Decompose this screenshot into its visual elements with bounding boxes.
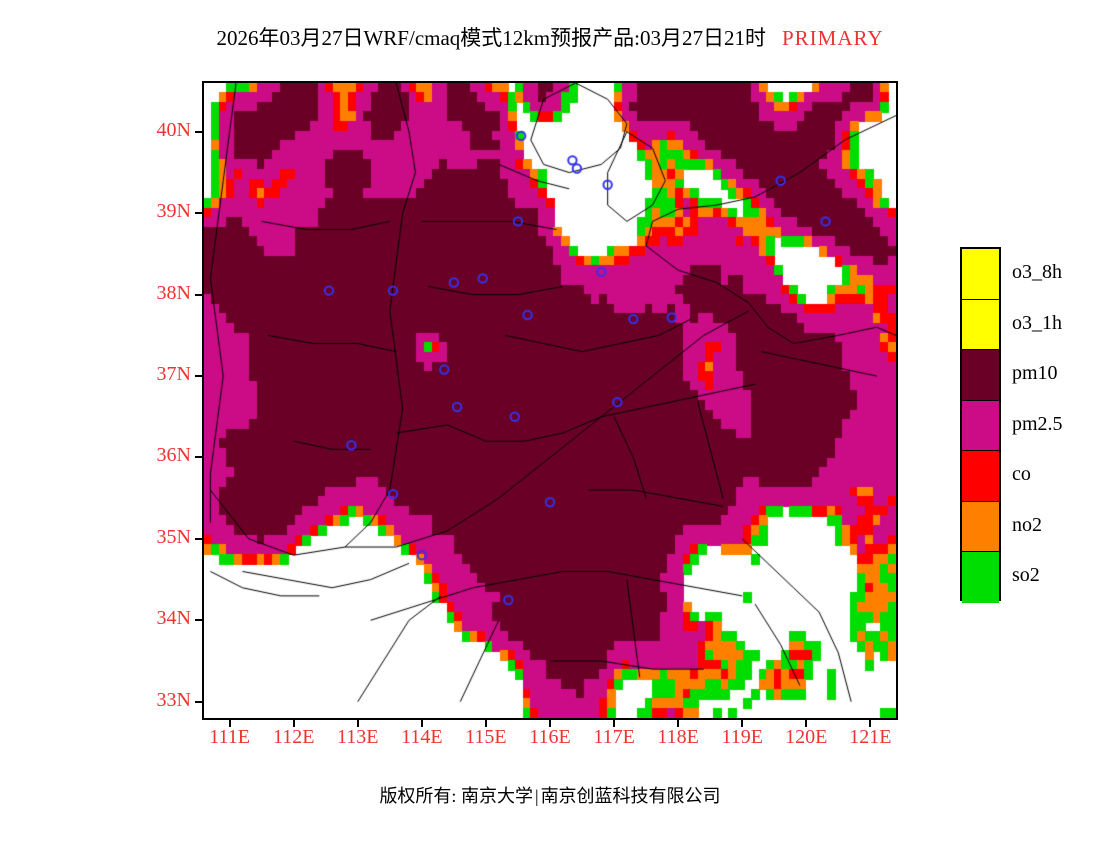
legend-swatch-no2 <box>962 501 999 553</box>
x-axis-tick <box>613 720 616 727</box>
x-axis-tick-label: 114E <box>401 726 443 748</box>
map-plot-area[interactable] <box>202 81 898 720</box>
x-axis-tick-label: 112E <box>272 726 315 748</box>
forecast-heatmap-canvas[interactable] <box>204 83 896 718</box>
y-axis-tick-label: 34N <box>156 607 191 630</box>
legend-label-pm2-5: pm2.5 <box>1012 412 1063 435</box>
y-axis-tick-label: 36N <box>156 444 191 467</box>
legend: o3_8h o3_1h pm10 pm2.5 co no2 so2 <box>960 247 1080 603</box>
legend-label-o3-1h: o3_1h <box>1012 311 1062 334</box>
x-axis-tick <box>549 720 551 727</box>
page-title: 2026年03月27日WRF/cmaq模式12km预报产品:03月27日21时 P… <box>0 22 1100 52</box>
x-axis-tick-label: 119E <box>721 726 763 748</box>
y-axis-tick <box>195 456 202 459</box>
legend-label-pm10: pm10 <box>1012 362 1058 385</box>
x-axis-tick-label: 120E <box>785 726 828 748</box>
y-axis-tick-label: 40N <box>156 118 191 141</box>
footer-separator: | <box>534 786 539 806</box>
x-axis-tick-label: 111E <box>209 726 250 748</box>
y-axis-tick <box>195 293 202 296</box>
legend-swatch-pm10 <box>962 350 999 401</box>
x-axis-tick <box>356 720 359 727</box>
legend-swatch-o3-8h <box>962 249 999 300</box>
y-axis-tick-label: 35N <box>156 525 191 548</box>
y-axis-tick-label: 33N <box>156 688 191 711</box>
x-axis-tick <box>420 720 423 727</box>
y-axis-tick-label: 37N <box>156 363 191 386</box>
x-axis-tick <box>741 720 744 727</box>
legend-label-o3-8h: o3_8h <box>1012 261 1062 283</box>
legend-label-so2: so2 <box>1012 564 1040 587</box>
footer-copyright: 版权所有: 南京大学 | 南京创蓝科技有限公司 <box>0 782 1100 808</box>
x-axis-tick <box>677 720 680 727</box>
y-axis-tick-label: 39N <box>156 200 191 223</box>
x-axis-tick <box>292 720 295 727</box>
x-axis-tick <box>869 720 872 727</box>
footer-left-text: 版权所有: 南京大学 <box>379 786 533 806</box>
x-axis-tick <box>484 720 487 727</box>
legend-swatch-pm2-5 <box>962 400 999 452</box>
x-axis-tick-label: 117E <box>593 726 635 748</box>
x-axis-tick-label: 118E <box>657 726 699 748</box>
x-axis-tick-label: 115E <box>465 726 507 748</box>
legend-label-co: co <box>1012 463 1031 486</box>
y-axis-tick <box>195 130 202 133</box>
footer-right-text: 南京创蓝科技有限公司 <box>540 786 721 806</box>
x-axis-tick <box>228 720 231 727</box>
x-axis-tick-label: 121E <box>849 726 892 748</box>
title-main-text: 2026年03月27日WRF/cmaq模式12km预报产品:03月27日21时 <box>216 26 766 50</box>
legend-swatch-so2 <box>962 552 999 603</box>
legend-swatch-o3-1h <box>962 299 999 351</box>
x-axis-tick <box>805 720 808 727</box>
y-axis-tick <box>195 700 202 703</box>
y-axis-tick <box>195 537 202 540</box>
legend-color-bar <box>960 247 1001 603</box>
x-axis-tick-label: 113E <box>337 726 379 748</box>
x-axis-tick-label: 116E <box>529 726 571 748</box>
legend-swatch-co <box>962 451 999 502</box>
legend-label-no2: no2 <box>1012 513 1042 536</box>
y-axis-tick <box>195 619 202 622</box>
y-axis-tick <box>195 375 202 378</box>
y-axis-tick <box>195 212 202 215</box>
title-primary-label: PRIMARY <box>781 26 884 50</box>
y-axis-tick-label: 38N <box>156 281 191 304</box>
